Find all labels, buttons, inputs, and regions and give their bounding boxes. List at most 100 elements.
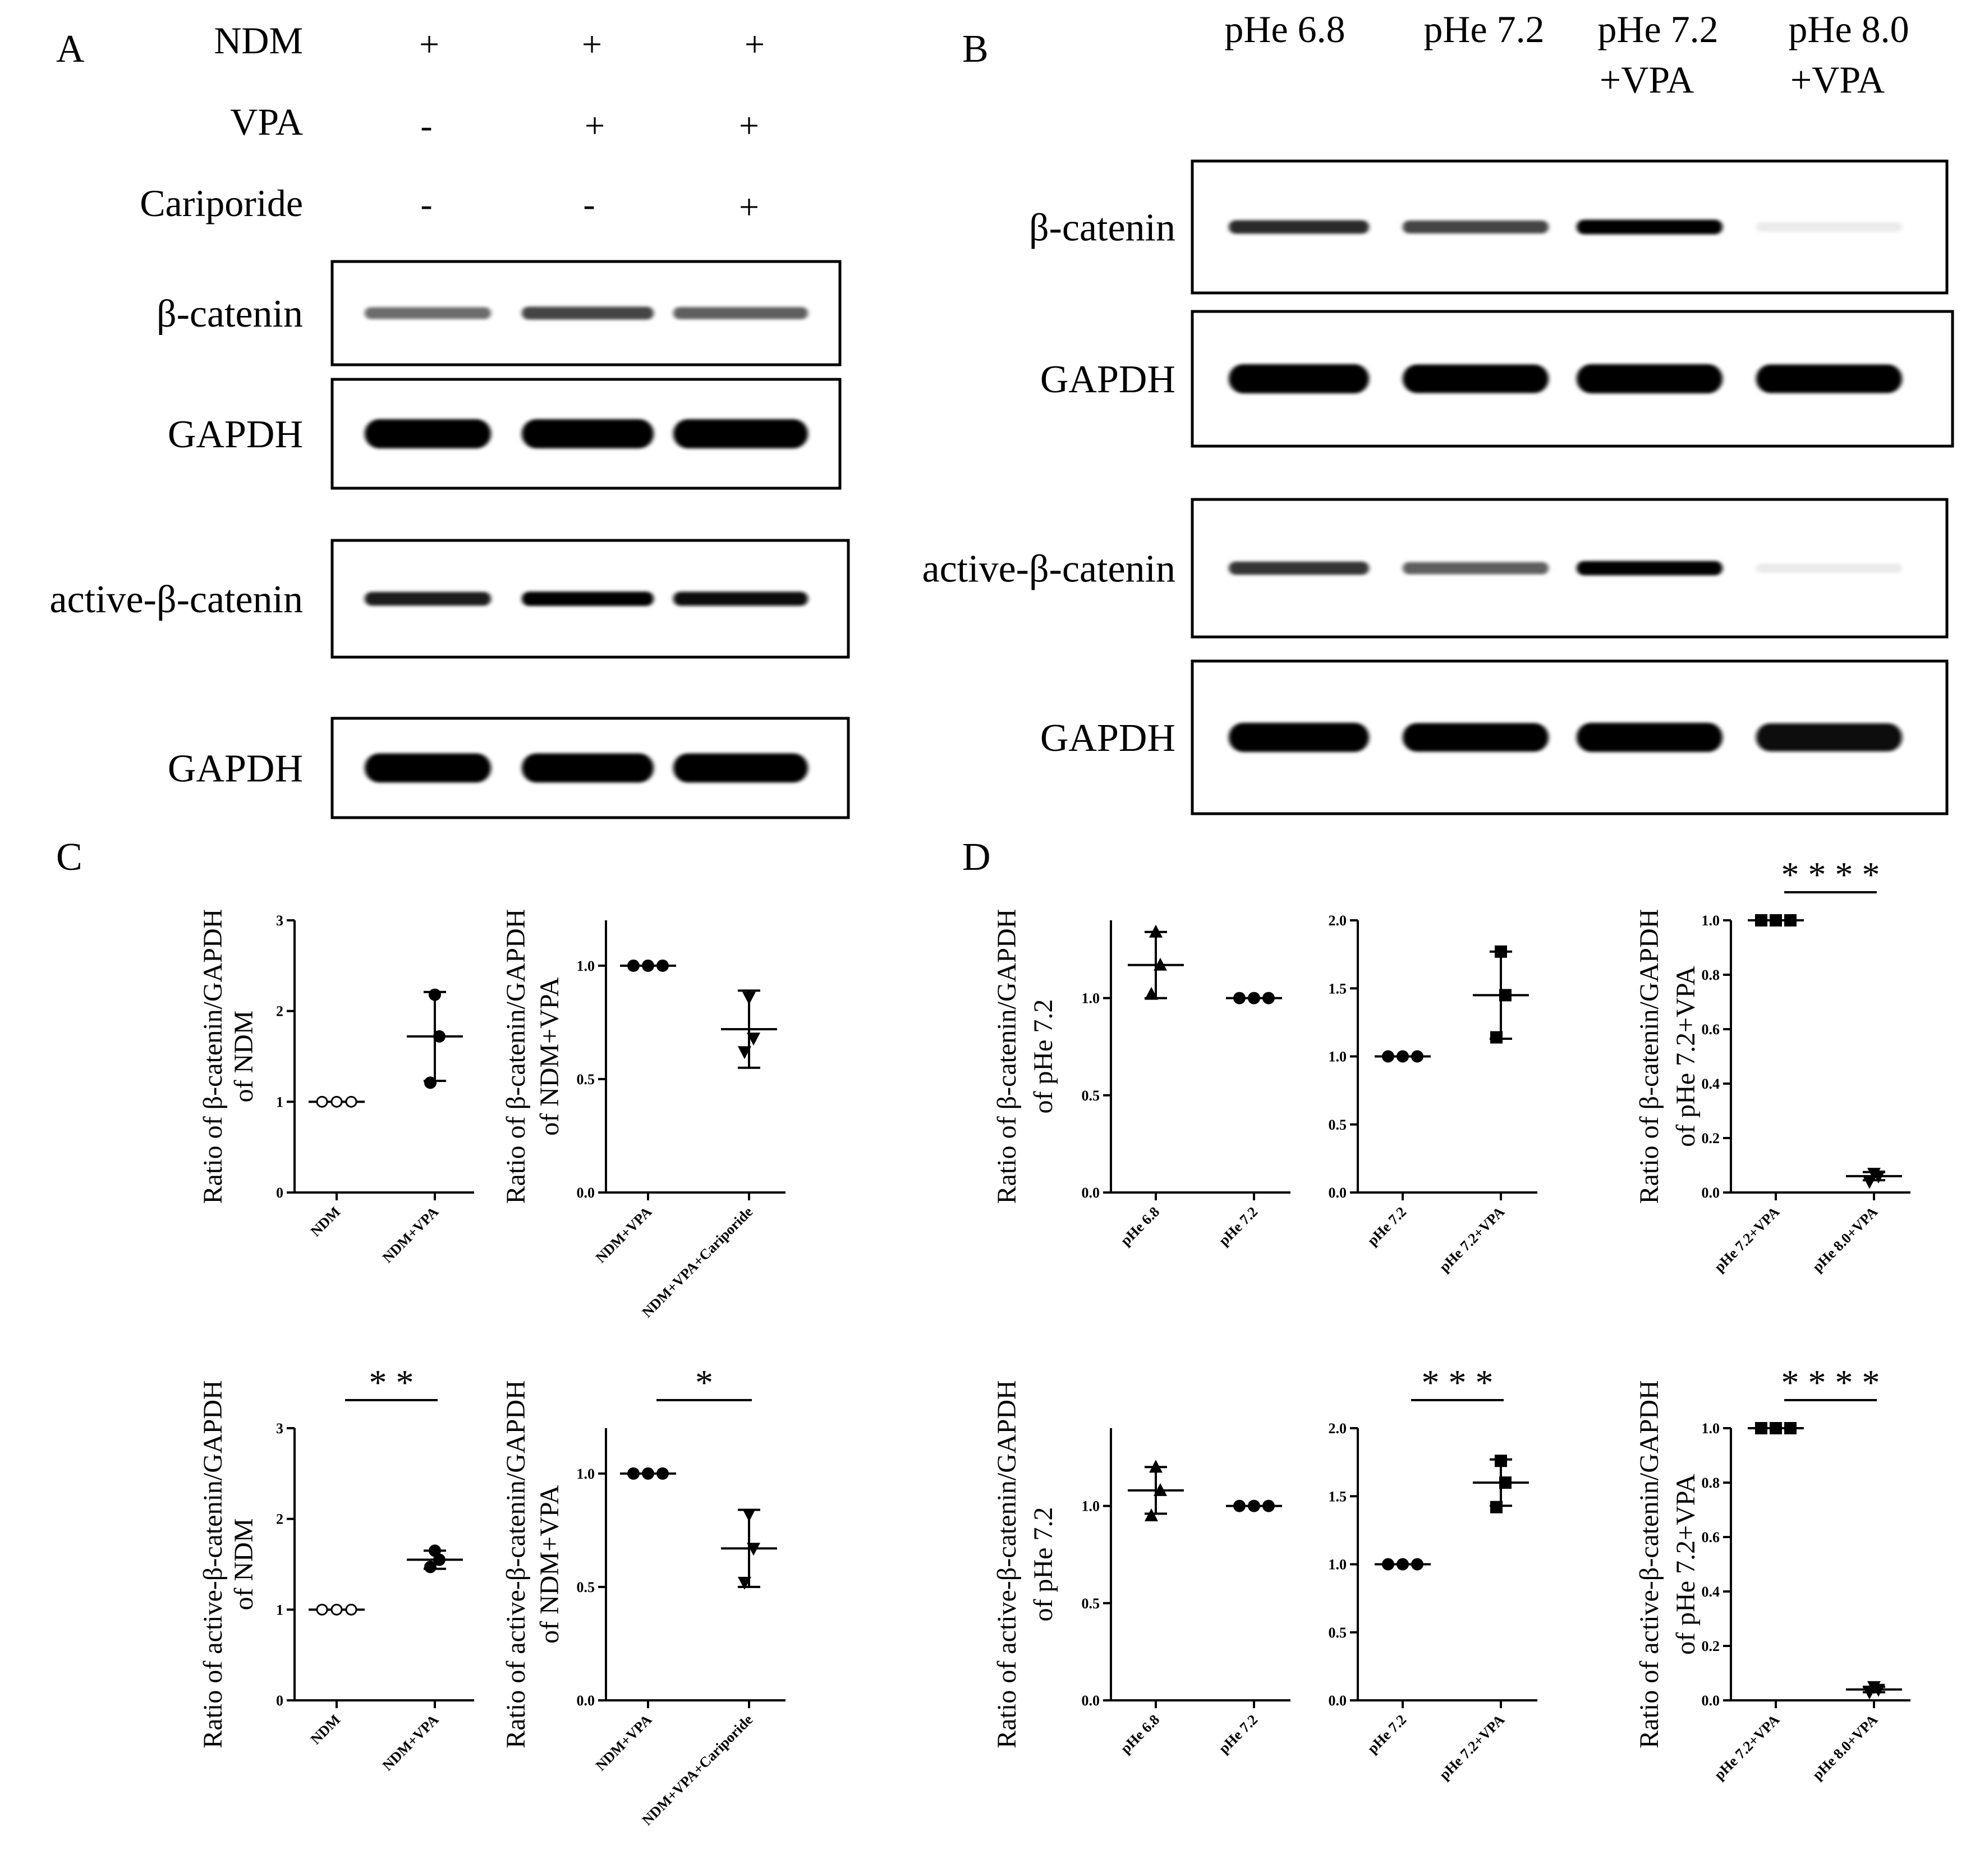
y-tick-label: 1.0: [1329, 1557, 1347, 1573]
blots-panel-b: β-catenin GAPDH active-β-catenin GAPDH: [922, 159, 1954, 815]
panel-b-blot-band: [1577, 219, 1722, 235]
data-point: [738, 1576, 751, 1590]
chart-D6: 0.0 0.2 0.4 0.6 0.8 1.0 pHe 7.2+VPA pHe 8.0+VPA…: [1634, 1363, 1910, 1783]
significance-label: * *: [369, 1363, 414, 1402]
treatment-sign: +: [739, 187, 759, 227]
panel-b-blot-band: [1229, 364, 1369, 393]
panel-a-blot-band: [365, 591, 491, 606]
x-category-label: pHe 7.2+VPA: [1436, 1712, 1508, 1783]
chart-D4: 0.0 0.5 1.0 pHe 6.8 pHe 7.2 Ratio of active-β…: [992, 1380, 1290, 1757]
treatment-sign: +: [419, 24, 439, 64]
y-tick-label: 1: [276, 1602, 283, 1618]
panel-a-blot-band: [673, 307, 808, 319]
data-point: [1248, 1499, 1260, 1512]
y-tick-label: 2.0: [1329, 912, 1347, 929]
panel-b-headers: pHe 6.8 pHe 7.2 pHe 7.2 +VPA pHe 8.0 +VP…: [1224, 8, 1909, 101]
data-point: [345, 1095, 357, 1108]
panel-b-blot-band: [1229, 561, 1369, 575]
y-axis-label-line2: of NDM: [229, 1011, 259, 1103]
x-category-label: pHe 7.2+VPA: [1711, 1712, 1783, 1783]
y-axis-label: Ratio of β-catenin/GAPDH: [198, 909, 228, 1204]
x-category-label: pHe 7.2+VPA: [1436, 1204, 1508, 1276]
x-category-label: pHe 7.2: [1364, 1204, 1409, 1249]
data-point: [1490, 1031, 1503, 1044]
panel-b-blot-band: [1403, 221, 1549, 233]
y-tick-label: 1.0: [577, 1466, 595, 1482]
y-axis-label-line2: of pHe 7.2+VPA: [1671, 1474, 1701, 1655]
data-point: [1262, 1499, 1275, 1512]
panel-letter-c: C: [56, 836, 82, 879]
data-point: [1149, 924, 1163, 938]
data-point: [656, 1467, 669, 1480]
y-tick-label: 2: [276, 1003, 283, 1020]
y-tick-label: 0.0: [1082, 1692, 1100, 1709]
y-axis-label-line2: of pHe 7.2: [1028, 1507, 1058, 1622]
chart-C3: 0 1 2 3 NDM NDM+VPA Ratio of active-β-catenin/…: [198, 1363, 474, 1774]
panel-b-blot-band: [1577, 364, 1722, 393]
significance-label: * * * *: [1781, 1363, 1880, 1402]
y-tick-label: 0.0: [577, 1185, 595, 1201]
treatment-sign: +: [739, 106, 759, 145]
data-point: [642, 959, 654, 972]
y-tick-label: 0.4: [1702, 1584, 1720, 1600]
y-tick-label: 0.8: [1702, 1475, 1720, 1491]
panel-a-blot-band: [673, 591, 808, 606]
data-point: [1495, 1455, 1507, 1467]
y-tick-label: 1.0: [1702, 1420, 1720, 1437]
chart-D3: 0.0 0.2 0.4 0.6 0.8 1.0 pHe 7.2+VPA pHe 8.0+VPA…: [1634, 855, 1910, 1275]
y-tick-label: 1.0: [1082, 990, 1100, 1007]
y-tick-label: 0.5: [1329, 1117, 1347, 1133]
data-point: [1382, 1558, 1394, 1571]
data-point: [1145, 1508, 1158, 1521]
data-point: [1784, 914, 1797, 926]
y-tick-label: 1.5: [1329, 980, 1347, 997]
y-axis-label: Ratio of active-β-catenin/GAPDH: [992, 1380, 1022, 1748]
data-point: [1154, 957, 1167, 971]
y-tick-label: 0.6: [1702, 1021, 1720, 1038]
data-point: [747, 1033, 760, 1046]
panel-b-blot-band: [1403, 364, 1549, 393]
panel-a-blot-label: active-β-catenin: [50, 578, 303, 621]
panel-letter-d: D: [962, 836, 991, 879]
blots-panel-a: β-catenin GAPDH active-β-catenin GAPDH: [50, 260, 850, 819]
chart-D2: 0.0 0.5 1.0 1.5 2.0 pHe 7.2 pHe 7.2+VPA: [1329, 912, 1537, 1276]
data-point: [642, 1467, 654, 1480]
data-point: [316, 1095, 328, 1108]
y-tick-label: 3: [276, 1420, 283, 1437]
y-tick-label: 0: [276, 1185, 283, 1201]
panel-a-blot-band: [365, 753, 491, 783]
y-tick-label: 0.4: [1702, 1076, 1720, 1092]
panel-a-blot-band: [673, 753, 808, 783]
y-tick-label: 0.5: [1329, 1625, 1347, 1641]
y-tick-label: 0: [276, 1692, 283, 1709]
y-tick-label: 0.5: [1082, 1088, 1100, 1104]
data-point: [1382, 1050, 1394, 1063]
panel-a-blot-band: [522, 419, 654, 448]
y-tick-label: 1.0: [1702, 912, 1720, 929]
data-point: [1863, 1176, 1876, 1189]
panel-b-blot-label: β-catenin: [1029, 207, 1175, 250]
data-point: [738, 1046, 751, 1059]
y-tick-label: 2: [276, 1511, 283, 1528]
x-category-label: pHe 8.0+VPA: [1809, 1204, 1881, 1276]
panel-b-blot-band: [1403, 723, 1549, 752]
y-axis-label: Ratio of β-catenin/GAPDH: [1634, 909, 1664, 1204]
panel-letter-b: B: [962, 27, 989, 71]
y-axis-label: Ratio of active-β-catenin/GAPDH: [501, 1380, 531, 1748]
data-point: [1233, 992, 1246, 1004]
chart-C1: 0 1 2 3 NDM NDM+VPA Ratio of β-catenin/GAPDH of…: [198, 909, 474, 1266]
column-header: pHe 7.2: [1597, 8, 1718, 51]
treatment-label-ndm: NDM: [214, 19, 303, 62]
x-category-label: NDM+VPA+Cariporide: [639, 1712, 756, 1829]
panel-a-blot-band: [365, 419, 491, 448]
data-point: [1397, 1050, 1409, 1063]
y-axis-label-line2: of NDM: [229, 1519, 259, 1611]
y-tick-label: 1.0: [1082, 1498, 1100, 1515]
x-category-label: NDM+VPA: [592, 1712, 655, 1774]
panel-b-blot-band: [1756, 222, 1902, 232]
chart-D1: 0.0 0.5 1.0 pHe 6.8 pHe 7.2 Ratio of β-cateni…: [992, 909, 1290, 1249]
data-point: [1867, 1168, 1881, 1181]
significance-label: * * * *: [1781, 855, 1880, 895]
data-point: [627, 1467, 640, 1480]
